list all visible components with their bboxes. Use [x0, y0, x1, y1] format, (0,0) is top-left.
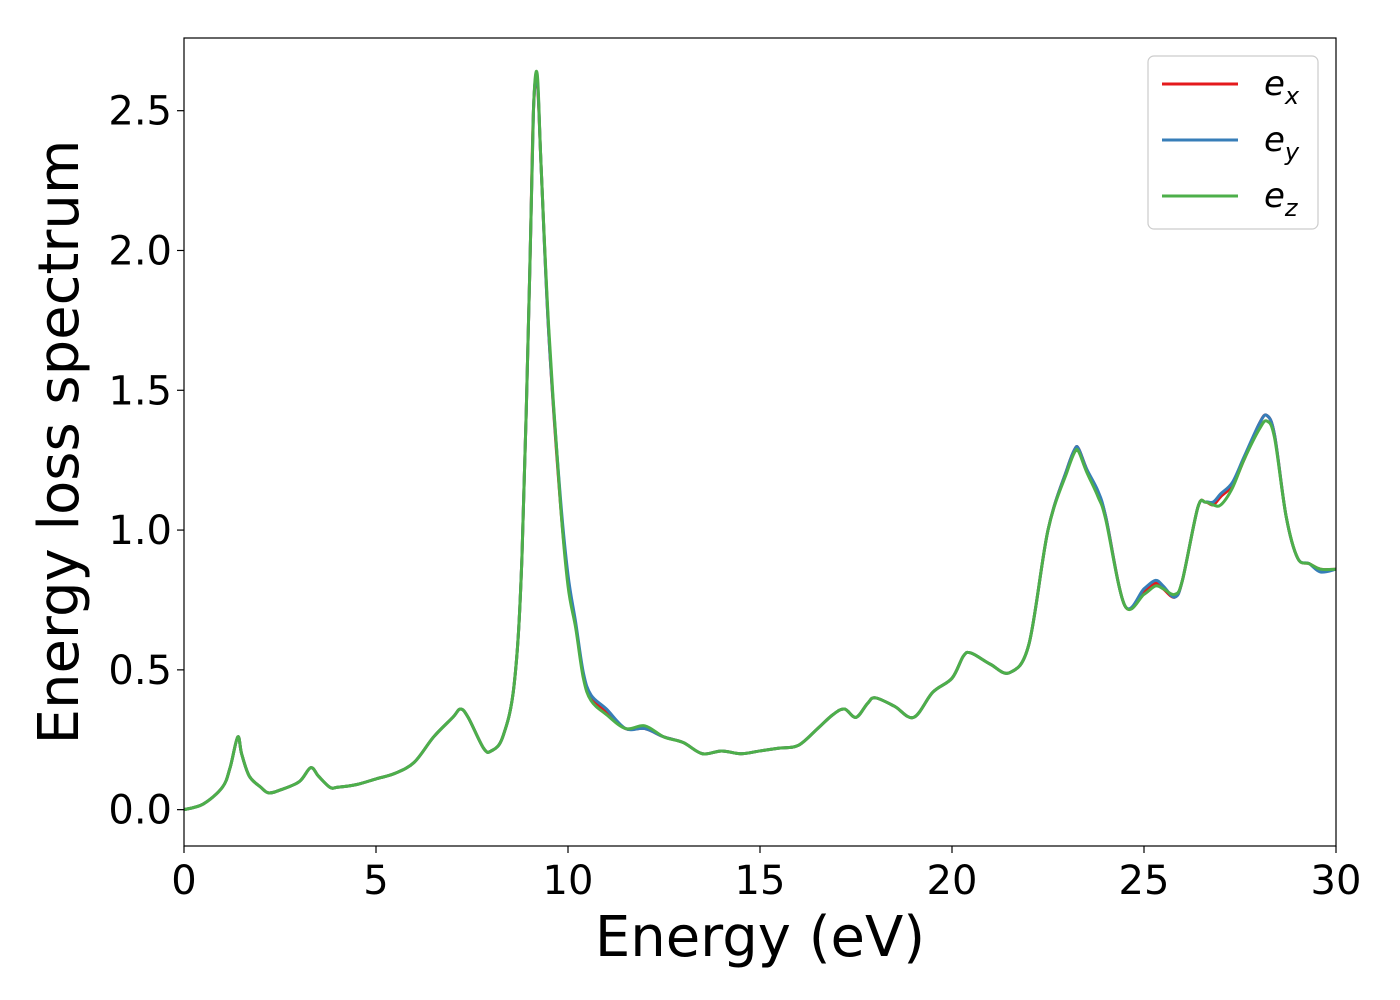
legend-label-subscript: y — [1284, 138, 1300, 166]
legend-label-x: ex — [1264, 64, 1300, 110]
y-axis-ticks: 0.0 0.5 1.0 1.5 2.0 2.5 — [108, 89, 184, 834]
legend-box — [1147, 55, 1319, 230]
y-tick-label: 2.0 — [108, 228, 172, 274]
x-tick-label: 10 — [543, 858, 594, 904]
legend-label-y: ey — [1264, 120, 1300, 166]
legend-label-subscript: x — [1284, 82, 1300, 110]
y-tick-label: 1.0 — [108, 508, 172, 554]
y-tick-label: 1.5 — [108, 368, 172, 414]
x-tick-label: 30 — [1311, 858, 1362, 904]
series-layer — [183, 69, 1337, 812]
y-tick-label: 0.5 — [108, 648, 172, 694]
x-tick-label: 20 — [927, 858, 978, 904]
y-axis-title: Energy loss spectrum — [27, 140, 92, 745]
plot-background — [184, 38, 1336, 846]
y-tick-label: 0.0 — [108, 788, 172, 834]
x-tick-label: 5 — [363, 858, 388, 904]
legend-label-base: e — [1264, 120, 1285, 160]
legend-label-z: ez — [1264, 176, 1299, 222]
x-tick-label: 0 — [171, 858, 196, 904]
x-tick-label: 15 — [735, 858, 786, 904]
legend-label-base: e — [1264, 64, 1285, 104]
y-tick-label: 2.5 — [108, 89, 172, 135]
legend-label-base: e — [1264, 176, 1285, 216]
x-axis-title: Energy (eV) — [595, 905, 925, 970]
x-axis-ticks: 0 5 10 15 20 25 30 — [171, 846, 1361, 904]
series-line-z — [183, 69, 1337, 812]
x-tick-label: 25 — [1119, 858, 1170, 904]
legend-label-subscript: z — [1284, 194, 1299, 222]
